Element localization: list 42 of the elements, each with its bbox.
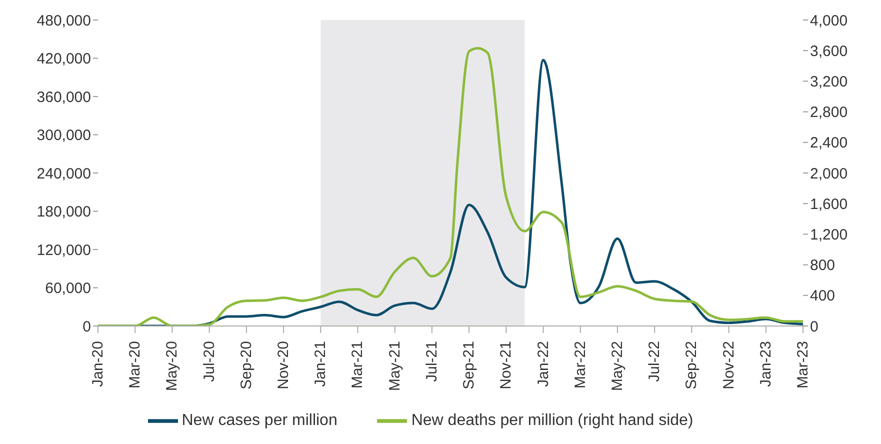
x-tick-label: Jan-23 <box>757 341 774 387</box>
x-tick-label: Jul-21 <box>423 341 440 382</box>
y-tick-label: 60,000 <box>45 280 91 298</box>
y2-tick-label: 0 <box>810 318 818 336</box>
x-tick-label: Nov-22 <box>720 341 738 390</box>
x-tick-label: Sep-22 <box>683 341 700 390</box>
y2-tick-label: 2,400 <box>810 134 848 152</box>
y2-tick-label: 1,200 <box>810 226 848 244</box>
y2-tick-label: 800 <box>810 257 836 274</box>
x-tick-label: May-20 <box>164 341 181 392</box>
y-tick-label: 420,000 <box>36 50 91 68</box>
x-tick-label: Jul-20 <box>200 341 218 382</box>
x-tick-label: Jul-22 <box>646 341 664 382</box>
y-tick-label: 180,000 <box>36 204 91 221</box>
x-tick-label: Jan-22 <box>534 341 552 387</box>
x-tick-label: Nov-20 <box>275 341 292 390</box>
y-tick-label: 300,000 <box>36 127 91 144</box>
x-tick-label: Mar-21 <box>349 341 366 389</box>
y2-tick-label: 2,000 <box>810 165 848 182</box>
y2-tick-label: 3,200 <box>810 74 848 91</box>
y2-tick-label: 1,600 <box>810 196 848 213</box>
x-tick-label: Jan-20 <box>90 341 106 387</box>
x-tick-label: Mar-23 <box>794 341 812 389</box>
y-tick-label: 0 <box>82 318 91 336</box>
x-tick-label: Mar-20 <box>126 341 144 389</box>
x-tick-label: May-21 <box>386 341 404 392</box>
y-tick-label: 120,000 <box>36 242 91 259</box>
legend-label: New deaths per million (right hand side) <box>411 412 694 430</box>
y-tick-label: 240,000 <box>36 165 91 182</box>
x-tick-label: Sep-21 <box>460 341 478 390</box>
legend-label: New cases per million <box>182 412 338 430</box>
y2-tick-label: 3,600 <box>810 42 848 60</box>
x-tick-label: Mar-22 <box>572 341 589 389</box>
x-tick-label: May-22 <box>608 341 626 392</box>
y2-tick-label: 4,000 <box>810 12 848 30</box>
x-tick-label: Nov-21 <box>498 341 515 390</box>
x-tick-label: Jan-21 <box>312 341 330 387</box>
y-tick-label: 480,000 <box>36 12 91 30</box>
y-tick-label: 360,000 <box>36 88 91 106</box>
y2-tick-label: 2,800 <box>810 104 848 122</box>
y2-tick-label: 400 <box>810 288 836 305</box>
x-tick-label: Sep-20 <box>238 341 255 390</box>
